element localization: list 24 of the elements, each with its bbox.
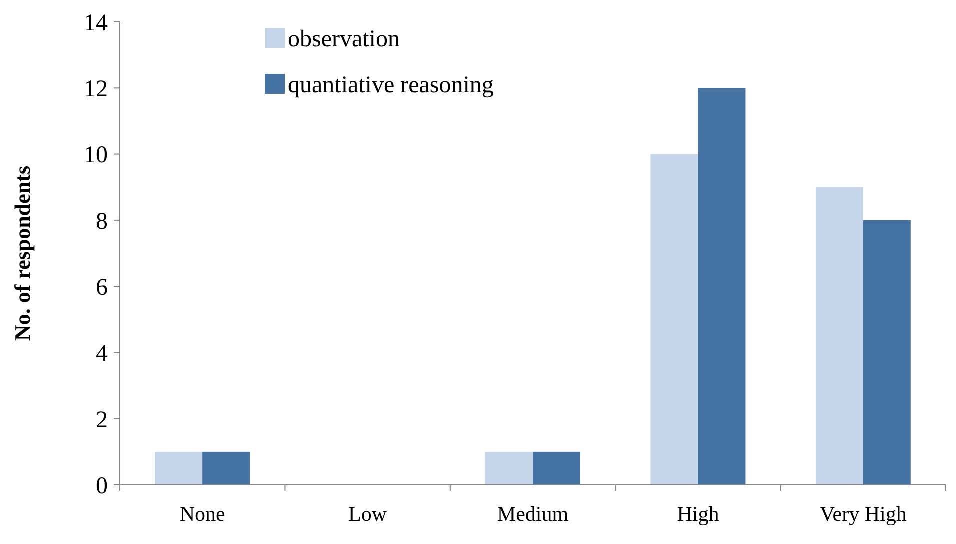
y-tick-label: 4 (96, 341, 108, 368)
bar (863, 220, 911, 485)
x-tick-label: Very High (820, 502, 908, 526)
x-tick-label: None (180, 502, 226, 526)
legend-label: observation (288, 26, 400, 52)
bar (533, 452, 580, 485)
x-tick-label: Medium (497, 502, 569, 526)
x-tick-label: High (677, 502, 720, 526)
y-tick-label: 10 (84, 142, 108, 169)
y-axis-title: No. of respondents (10, 166, 35, 342)
bar (698, 88, 746, 485)
bar (202, 452, 250, 485)
bar (650, 154, 698, 485)
y-tick-label: 2 (96, 407, 108, 434)
y-tick-label: 14 (84, 10, 108, 36)
legend-label: quantiative reasoning (288, 72, 494, 98)
y-tick-label: 12 (84, 76, 108, 103)
bar (155, 452, 203, 485)
y-tick-label: 8 (96, 208, 108, 235)
y-tick-label: 6 (96, 274, 108, 301)
bar (486, 452, 533, 485)
x-tick-label: Low (348, 502, 388, 526)
bar (816, 187, 864, 485)
y-tick-label: 0 (96, 473, 108, 500)
